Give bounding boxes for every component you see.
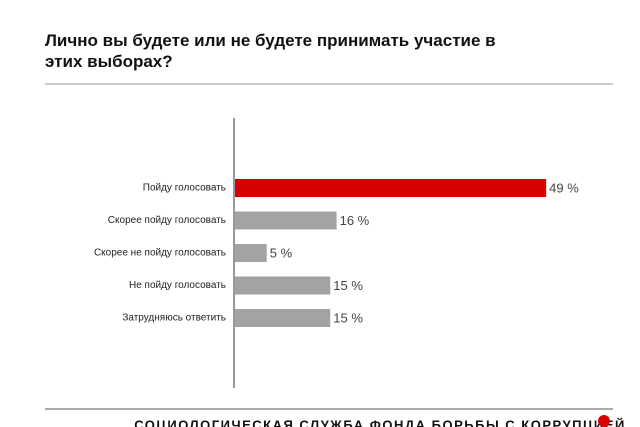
footer: СОЦИОЛОГИЧЕСКАЯ СЛУЖБА ФОНДА БОРЬБЫ С КО… <box>134 417 626 427</box>
bar <box>235 211 337 230</box>
bar <box>235 309 331 327</box>
category-label: Пойду голосовать <box>143 183 226 194</box>
value-label: 5 % <box>270 245 293 260</box>
category-label: Скорее не пойду голосовать <box>94 248 226 259</box>
chart-title: Лично вы будете или не будете принимать … <box>45 31 496 71</box>
value-label: 49 % <box>549 180 579 195</box>
bar <box>235 276 331 295</box>
category-label: Не пойду голосовать <box>129 280 226 291</box>
bar <box>235 244 267 262</box>
category-label: Скорее пойду голосовать <box>108 215 226 226</box>
value-label: 15 % <box>333 310 363 325</box>
value-label: 16 % <box>340 213 370 228</box>
category-label: Затрудняюсь ответить <box>122 313 226 324</box>
value-label: 15 % <box>333 278 363 293</box>
logo-dot <box>598 415 610 427</box>
bar <box>235 179 547 197</box>
